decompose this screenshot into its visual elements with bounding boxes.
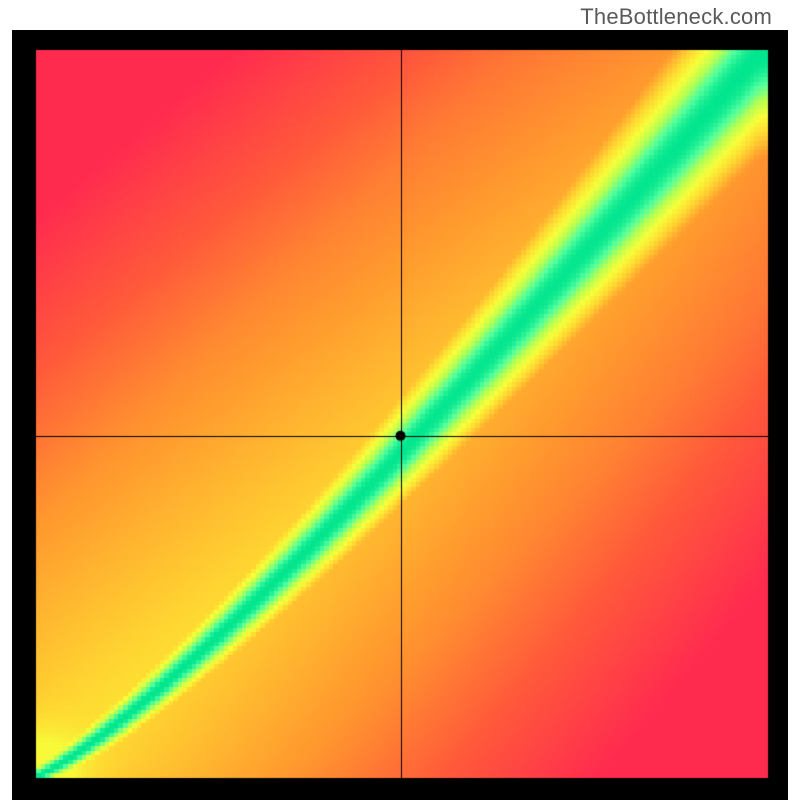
watermark-text: TheBottleneck.com <box>580 4 772 30</box>
chart-outer-frame <box>12 30 788 800</box>
page-container: TheBottleneck.com <box>0 0 800 800</box>
heatmap-canvas <box>12 30 788 800</box>
